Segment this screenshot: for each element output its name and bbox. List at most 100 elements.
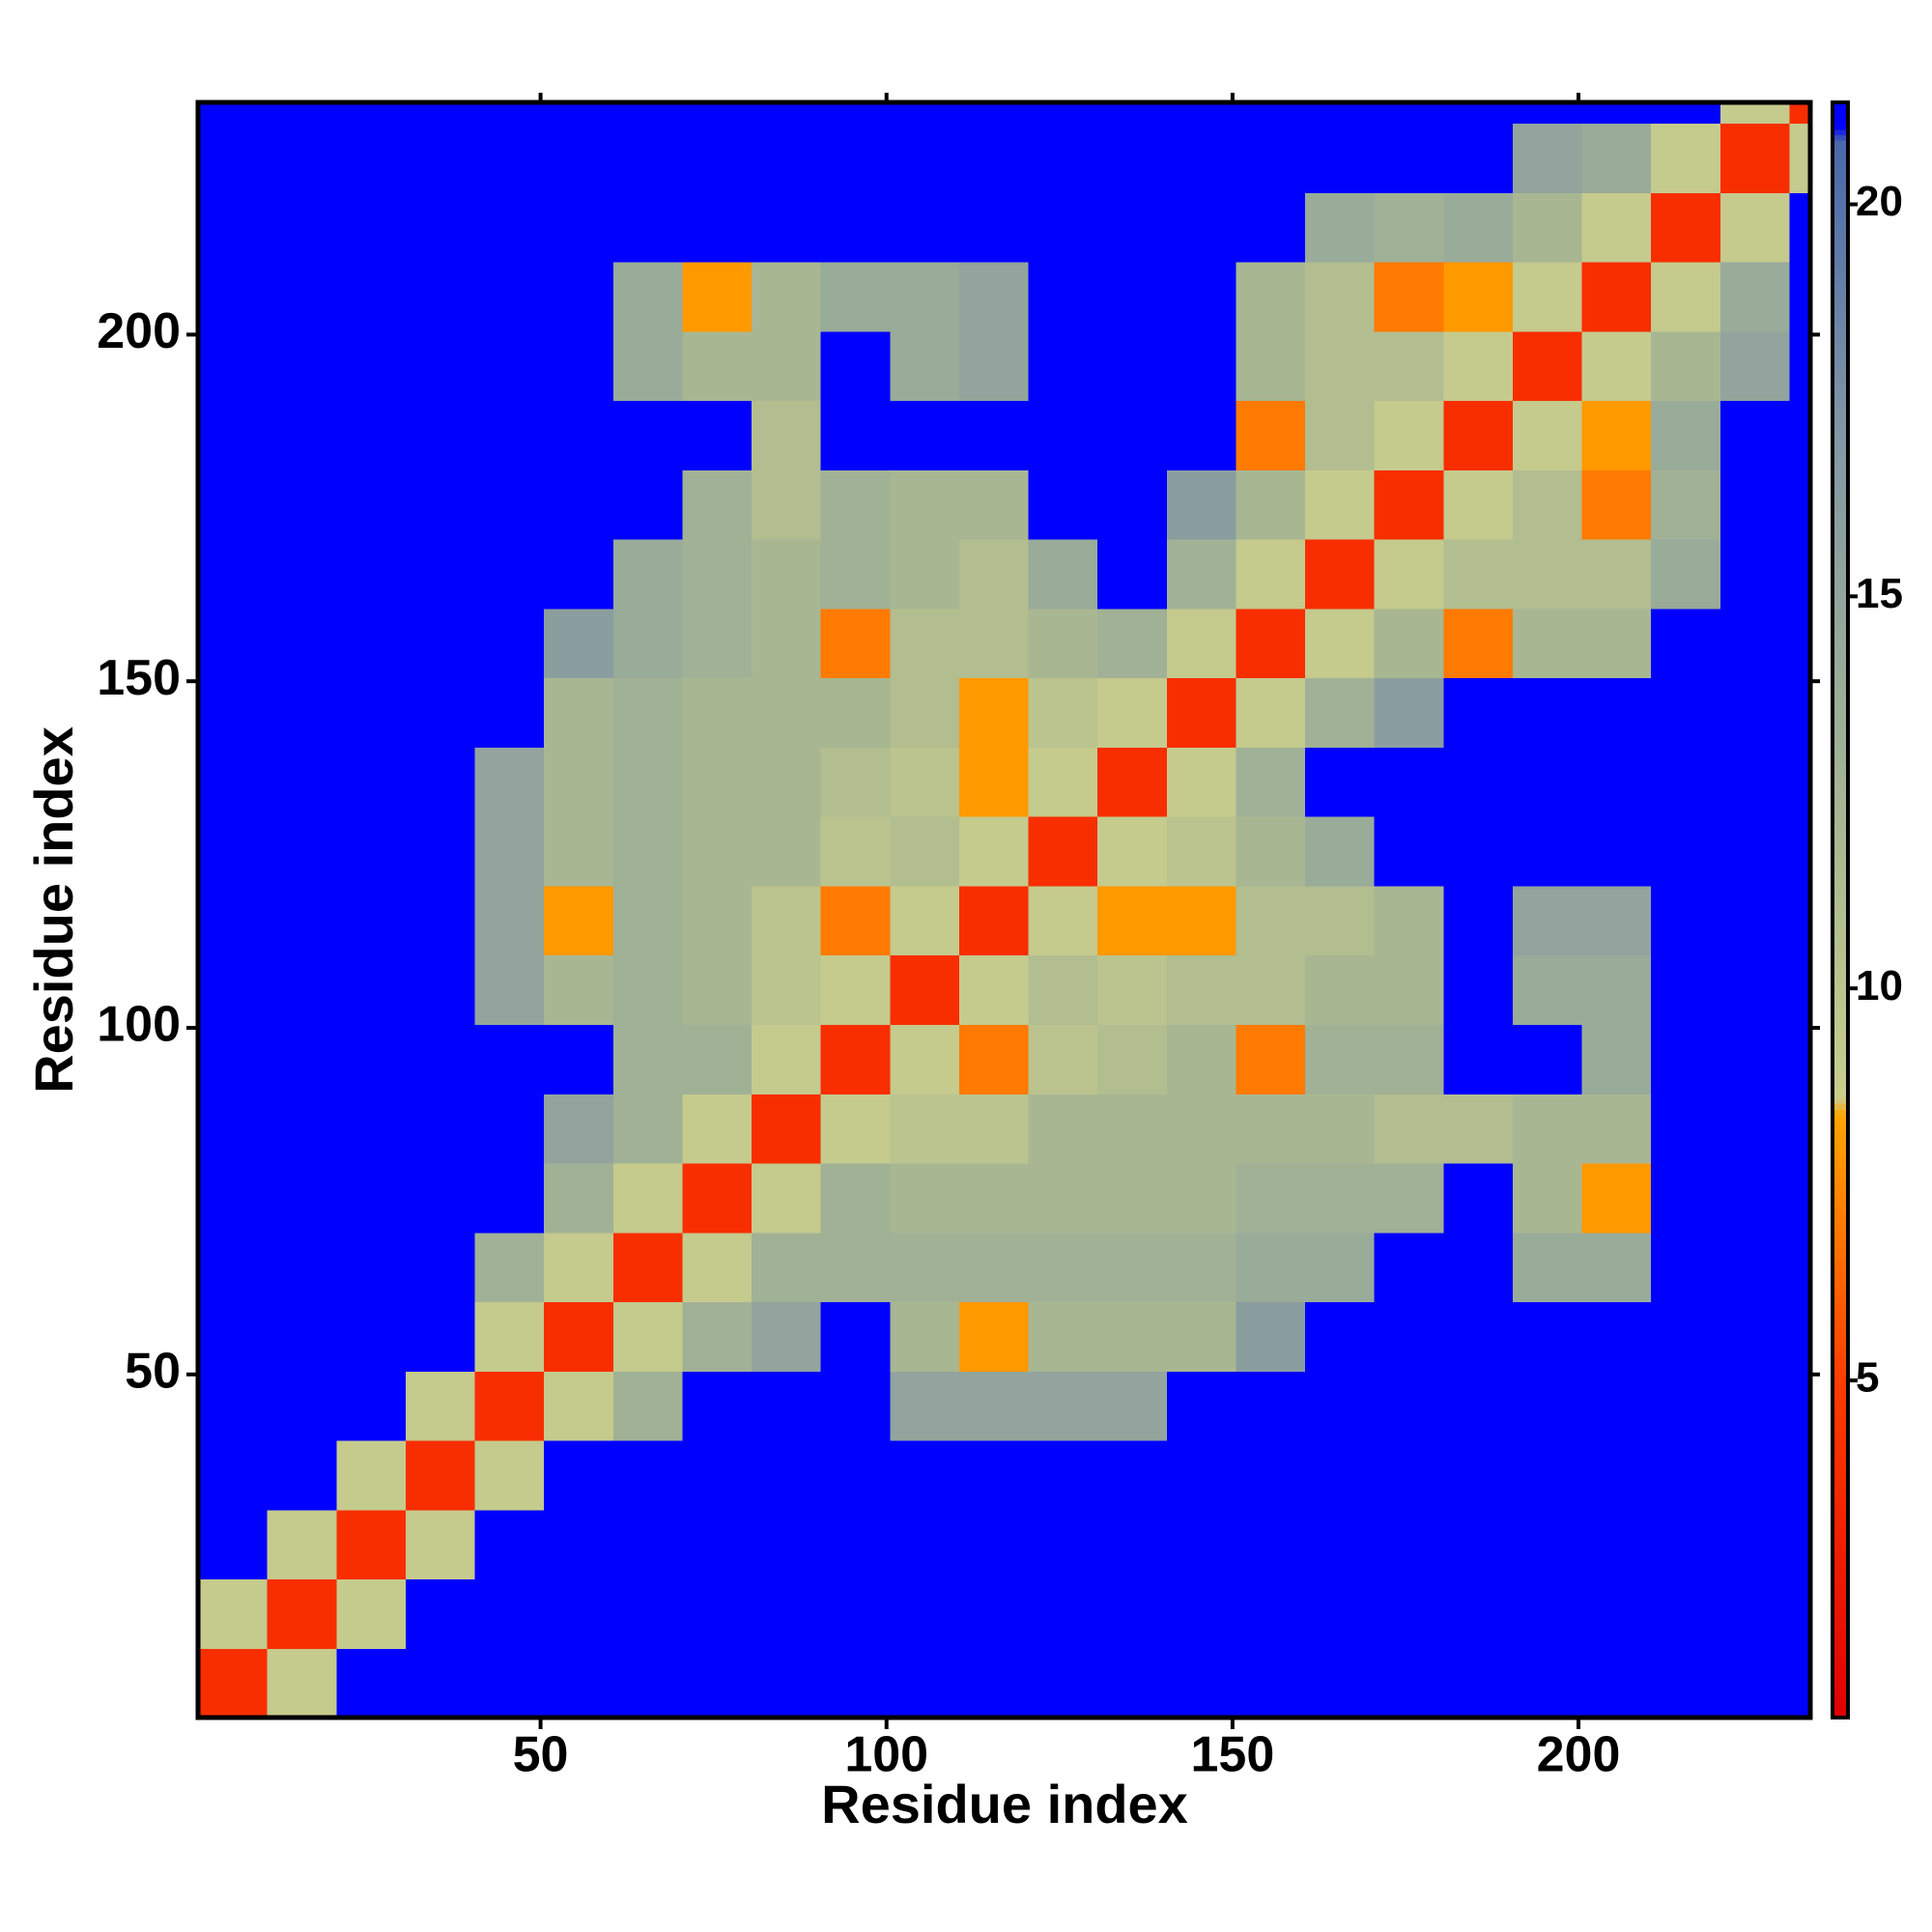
heatmap-cell [474,1648,545,1719]
heatmap-cell [820,1509,891,1580]
colorbar-stripe [1833,441,1848,448]
heatmap-cell [1166,1509,1237,1580]
heatmap-cell [682,1301,753,1372]
colorbar-stripe [1833,392,1848,400]
heatmap-cell [405,192,476,263]
colorbar-stripe [1833,1588,1848,1595]
colorbar-stripe [1833,1222,1848,1229]
colorbar-stripe [1833,1577,1848,1584]
heatmap-cell [1374,192,1444,263]
heatmap-cell [752,469,822,540]
heatmap-cell [682,1094,753,1164]
axes: 50 100 150 200 50 100 150 200 [97,93,1820,1783]
heatmap-cell [1305,539,1376,610]
heatmap-cell [1789,1232,1811,1303]
heatmap-cell [405,954,476,1026]
heatmap-cell [682,400,753,470]
heatmap-cell [198,1578,269,1649]
colorbar-stripe [1833,145,1848,152]
heatmap-cell [1374,102,1444,125]
colorbar-stripe [1833,1513,1848,1520]
colorbar-stripe [1833,269,1848,275]
heatmap-cell [1443,539,1514,610]
heatmap-cell [1719,1648,1791,1719]
heatmap-cell [1443,262,1514,332]
heatmap-cell [958,400,1030,470]
colorbar-stripe [1833,1604,1848,1611]
heatmap-cell [1097,192,1168,263]
heatmap-cell [1028,400,1098,470]
heatmap-cell [1443,1232,1514,1303]
colorbar-stripe [1833,1486,1848,1492]
colorbar-stripe [1833,1141,1848,1148]
colorbar-stripe [1833,1437,1848,1444]
heatmap-cell [1236,1301,1306,1372]
heatmap-cell [1581,469,1652,540]
heatmap-cell [1305,262,1376,332]
heatmap-cell [1236,400,1306,470]
heatmap-cell [1789,1024,1811,1094]
heatmap-cell [1028,1232,1098,1303]
colorbar-stripe [1833,436,1848,442]
colorbar-stripe [1833,921,1848,927]
colorbar-stripe [1833,544,1848,551]
heatmap-cell [267,1578,337,1649]
colorbar-stripe [1833,1308,1848,1315]
colorbar-stripe [1833,140,1848,147]
colorbar-stripe [1833,366,1848,373]
heatmap-cell [1097,677,1168,748]
heatmap-cell [336,192,407,263]
heatmap-cell [1719,123,1791,193]
heatmap-cell [958,1509,1030,1580]
colorbar-stripe [1833,570,1848,578]
heatmap-cell [1719,1578,1791,1649]
heatmap-cell [474,539,545,610]
colorbar-stripe [1833,339,1848,346]
heatmap-cell [1097,885,1168,956]
heatmap-cell [1581,1094,1652,1164]
heatmap-cell [1028,954,1098,1026]
heatmap-cell [1374,1232,1444,1303]
colorbar-stripe [1833,1206,1848,1212]
colorbar-stripe [1833,861,1848,868]
heatmap-cell [1789,539,1811,610]
heatmap-cell [1443,954,1514,1026]
heatmap-cell [1374,400,1444,470]
colorbar-stripe [1833,1249,1848,1256]
heatmap-cell [198,1301,269,1372]
heatmap-cell [1581,1648,1652,1719]
heatmap-cell [1512,747,1583,817]
colorbar-stripe [1833,404,1848,411]
colorbar-stripe [1833,1270,1848,1277]
colorbar-stripe [1833,1491,1848,1498]
colorbar-stripe [1833,1469,1848,1476]
colorbar-stripe [1833,758,1848,766]
colorbar-stripe [1833,898,1848,906]
heatmap-cell [405,330,476,402]
heatmap-cell [474,677,545,748]
heatmap-cell [1097,816,1168,887]
heatmap-cell [336,102,407,125]
colorbar-stripe [1833,586,1848,593]
colorbar-stripe [1833,500,1848,507]
heatmap-cell [820,1578,891,1649]
heatmap-cell [1305,885,1376,956]
heatmap-cell [890,1371,960,1441]
heatmap-cell [474,1301,545,1372]
heatmap-cell [1719,262,1791,332]
heatmap-cell [1305,1371,1376,1441]
heatmap-cell [405,1024,476,1094]
heatmap-cell [1305,1301,1376,1372]
colorbar-stripe [1833,1663,1848,1670]
colorbar-stripe [1833,188,1848,195]
colorbar-stripe [1833,613,1848,620]
heatmap-cell [612,123,684,193]
colorbar-stripe [1833,651,1848,658]
heatmap-cell [1236,1162,1306,1234]
heatmap-cell [958,608,1030,679]
colorbar-stripe [1833,554,1848,561]
colorbar-stripe [1833,942,1848,949]
heatmap-cell [198,1439,269,1511]
heatmap-cell [1789,1094,1811,1164]
heatmap-cell [1028,1578,1098,1649]
